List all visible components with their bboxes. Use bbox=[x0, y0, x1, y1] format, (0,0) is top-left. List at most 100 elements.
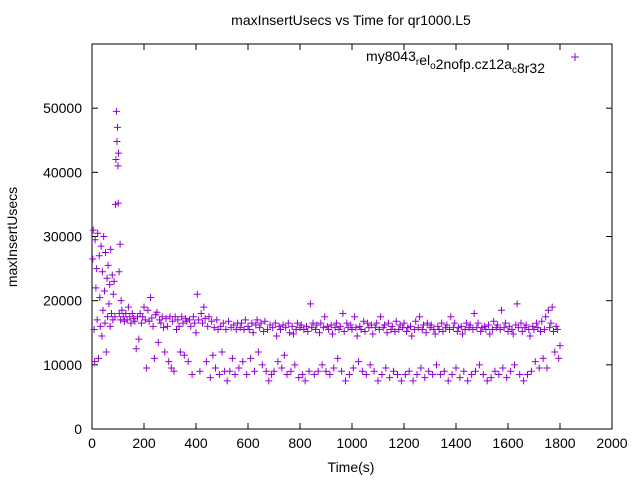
data-point bbox=[114, 162, 122, 170]
y-tick-label: 40000 bbox=[43, 164, 82, 180]
data-point bbox=[153, 308, 161, 316]
data-point bbox=[249, 329, 257, 337]
data-point bbox=[457, 322, 465, 330]
data-point bbox=[243, 370, 251, 378]
data-point bbox=[382, 364, 390, 372]
data-point bbox=[278, 364, 286, 372]
data-point bbox=[141, 316, 149, 324]
data-point bbox=[400, 319, 408, 327]
data-point bbox=[205, 313, 213, 321]
data-point bbox=[329, 330, 336, 338]
data-point bbox=[117, 297, 125, 305]
data-point bbox=[200, 303, 208, 311]
data-point bbox=[100, 287, 108, 295]
data-point bbox=[108, 310, 115, 317]
data-point bbox=[301, 377, 309, 385]
data-point bbox=[111, 313, 119, 321]
data-point bbox=[213, 316, 221, 324]
data-point bbox=[149, 322, 157, 330]
data-point bbox=[110, 277, 118, 285]
x-tick-label: 1000 bbox=[336, 435, 367, 451]
data-point bbox=[401, 370, 409, 378]
data-point bbox=[427, 321, 435, 329]
data-point bbox=[408, 332, 416, 340]
data-point bbox=[435, 326, 443, 334]
data-point bbox=[90, 326, 98, 334]
data-point bbox=[137, 319, 145, 327]
data-point bbox=[99, 306, 107, 314]
data-point bbox=[321, 313, 329, 321]
data-point bbox=[325, 326, 333, 334]
data-point bbox=[349, 364, 357, 372]
data-point bbox=[293, 319, 301, 327]
data-point bbox=[306, 300, 314, 308]
data-point bbox=[252, 321, 260, 329]
data-point bbox=[446, 326, 453, 334]
data-point bbox=[223, 377, 231, 385]
data-point bbox=[507, 367, 515, 375]
data-point bbox=[366, 361, 374, 369]
data-point bbox=[539, 354, 547, 362]
data-point bbox=[397, 377, 405, 385]
data-point bbox=[271, 319, 279, 327]
data-point bbox=[231, 370, 239, 378]
data-point bbox=[169, 317, 177, 325]
data-point bbox=[297, 321, 305, 329]
data-point bbox=[496, 326, 504, 334]
data-point bbox=[291, 361, 299, 369]
data-point bbox=[180, 351, 188, 359]
data-point bbox=[174, 316, 182, 324]
data-point bbox=[288, 322, 296, 330]
data-point bbox=[150, 354, 158, 362]
data-point bbox=[254, 348, 262, 356]
y-tick-label: 0 bbox=[74, 421, 82, 437]
chart-title: maxInsertUsecs vs Time for qr1000.L5 bbox=[231, 12, 471, 28]
data-point bbox=[378, 370, 386, 378]
data-point bbox=[395, 326, 403, 334]
data-point bbox=[106, 281, 114, 289]
data-point bbox=[202, 358, 210, 366]
data-point bbox=[403, 327, 411, 335]
data-point bbox=[503, 374, 511, 382]
data-point bbox=[387, 326, 395, 334]
data-point bbox=[481, 322, 489, 330]
data-point bbox=[115, 268, 123, 276]
data-point bbox=[218, 348, 226, 356]
data-point bbox=[485, 321, 492, 329]
data-point bbox=[488, 326, 496, 334]
data-point bbox=[106, 322, 114, 330]
data-point bbox=[235, 364, 243, 372]
data-point bbox=[313, 321, 321, 329]
data-point bbox=[440, 367, 448, 375]
data-point bbox=[412, 317, 420, 325]
data-point bbox=[196, 367, 204, 375]
data-point bbox=[188, 370, 196, 378]
data-point bbox=[475, 361, 483, 369]
data-point bbox=[115, 149, 123, 157]
data-point bbox=[241, 316, 249, 324]
data-point bbox=[487, 374, 495, 382]
data-point bbox=[89, 255, 97, 263]
data-point bbox=[364, 319, 372, 327]
data-point bbox=[95, 354, 102, 362]
data-point bbox=[516, 370, 524, 378]
data-point bbox=[314, 367, 322, 375]
data-point bbox=[186, 316, 193, 324]
data-point bbox=[209, 351, 217, 359]
data-point bbox=[491, 367, 499, 375]
data-point bbox=[108, 271, 116, 279]
data-point bbox=[483, 377, 491, 385]
data-point bbox=[409, 377, 417, 385]
data-point bbox=[360, 317, 368, 325]
data-point bbox=[215, 370, 223, 378]
data-point bbox=[187, 322, 195, 330]
data-point bbox=[556, 342, 564, 350]
x-tick-label: 1600 bbox=[492, 435, 523, 451]
data-point bbox=[326, 370, 334, 378]
data-point bbox=[353, 332, 361, 340]
data-point bbox=[132, 345, 140, 353]
data-point bbox=[340, 327, 348, 335]
legend-marker bbox=[571, 53, 579, 61]
data-point bbox=[375, 326, 383, 334]
data-point bbox=[482, 326, 490, 334]
